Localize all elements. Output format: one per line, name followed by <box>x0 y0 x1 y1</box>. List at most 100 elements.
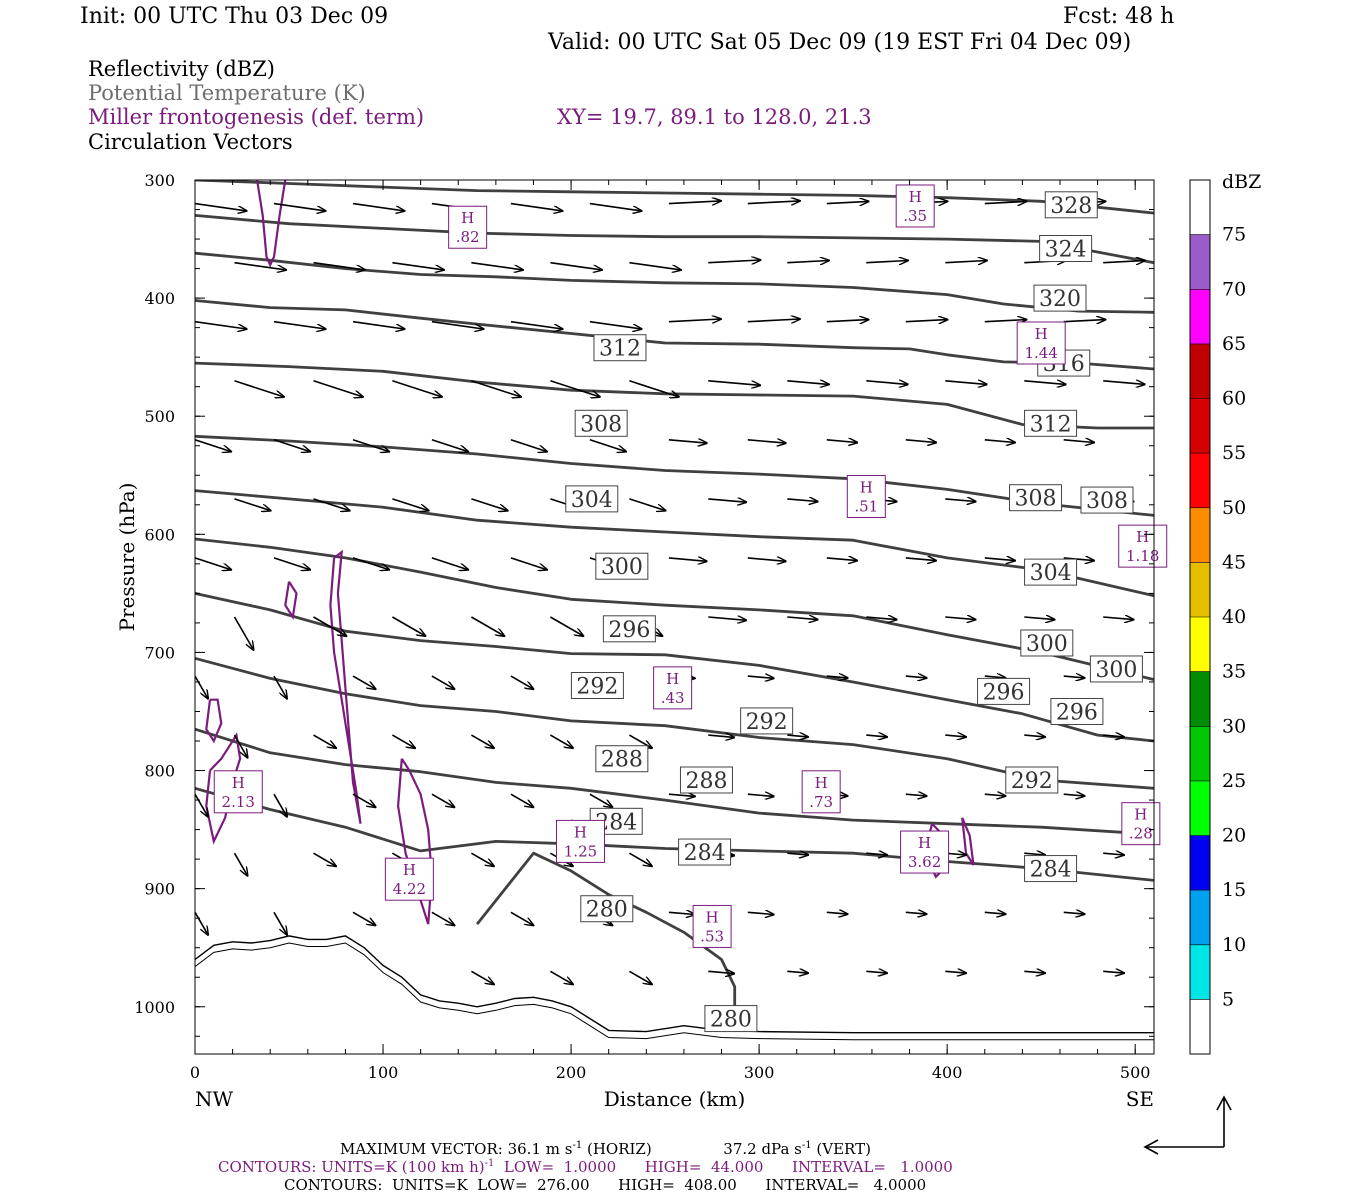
circulation-vector <box>352 202 404 211</box>
circulation-vector <box>510 320 563 329</box>
circulation-vector <box>589 202 642 211</box>
circulation-vector <box>313 734 337 748</box>
y-tick-label: 1000 <box>134 998 175 1017</box>
circulation-vector <box>905 558 936 561</box>
circulation-vector <box>787 617 817 620</box>
y-tick-label: 300 <box>144 171 175 190</box>
svg-text:284: 284 <box>1030 858 1072 883</box>
circulation-vector <box>708 617 746 620</box>
circulation-vector <box>273 793 287 817</box>
circulation-vector <box>470 852 494 866</box>
circulation-vector <box>470 734 494 748</box>
circulation-vector <box>233 852 248 876</box>
terrain-line-lower <box>195 942 1154 1041</box>
y-tick-label: 900 <box>144 880 175 899</box>
fronto-high-marker: H.53 <box>692 904 732 948</box>
circulation-vector <box>1063 676 1085 678</box>
circulation-vector <box>984 794 1006 796</box>
svg-text:.51: .51 <box>854 498 878 516</box>
svg-text:.43: .43 <box>661 689 685 707</box>
circulation-vector <box>1103 617 1133 620</box>
svg-text:300: 300 <box>601 555 643 580</box>
svg-text:H: H <box>706 908 719 926</box>
colorbar-tick-label: 10 <box>1222 934 1246 956</box>
theta-label: 308 <box>1009 484 1063 512</box>
svg-text:.28: .28 <box>1129 825 1153 843</box>
svg-text:324: 324 <box>1045 238 1087 263</box>
circulation-vector <box>628 852 652 866</box>
circulation-vector <box>668 912 695 914</box>
x-tick-label: 0 <box>190 1063 200 1082</box>
circulation-vector <box>273 439 310 452</box>
circulation-vector <box>1063 794 1085 796</box>
theta-label: 300 <box>595 552 649 580</box>
circulation-vector <box>1024 853 1045 855</box>
svg-text:304: 304 <box>571 488 613 513</box>
circulation-vector <box>273 675 287 699</box>
circulation-vector <box>826 558 857 561</box>
theta-label: 288 <box>679 766 733 794</box>
svg-text:312: 312 <box>599 337 641 362</box>
svg-text:H: H <box>815 774 828 792</box>
theta-label: 296 <box>977 677 1031 705</box>
fronto-contour <box>284 581 298 621</box>
circulation-vector <box>352 557 389 570</box>
fronto-high-marker: H1.25 <box>555 819 605 863</box>
circulation-vector <box>510 439 547 452</box>
theta-label: 284 <box>678 838 732 866</box>
circulation-vector <box>550 261 602 270</box>
circulation-vector <box>708 260 760 263</box>
fronto-high-marker: H.82 <box>448 205 488 249</box>
colorbar-title: dBZ <box>1222 171 1261 193</box>
circulation-vector <box>905 794 927 796</box>
circulation-vector <box>984 201 1027 203</box>
circulation-vector <box>708 499 746 502</box>
svg-text:296: 296 <box>1056 700 1098 725</box>
valid-time: Valid: 00 UTC Sat 05 Dec 09 (19 EST Fri … <box>548 30 1132 55</box>
circulation-vector <box>984 912 1006 914</box>
svg-text:H: H <box>666 670 679 688</box>
circulation-vector <box>1024 617 1054 620</box>
circulation-vector <box>352 320 404 329</box>
circulation-vector <box>945 971 966 973</box>
circulation-vector <box>787 499 817 502</box>
colorbar-tick-label: 70 <box>1222 278 1246 300</box>
circulation-vector <box>905 676 927 678</box>
x-tick-label: 200 <box>556 1063 587 1082</box>
circulation-vector <box>392 616 425 636</box>
x-tick-label: 500 <box>1120 1063 1151 1082</box>
circulation-vector <box>549 970 573 984</box>
svg-text:312: 312 <box>1030 412 1072 437</box>
circulation-vector <box>273 911 287 935</box>
circulation-vector <box>668 319 721 322</box>
svg-text:308: 308 <box>580 412 622 437</box>
forecast-hour: Fcst: 48 h <box>1063 4 1175 29</box>
svg-text:308: 308 <box>1086 489 1128 514</box>
circulation-vector <box>431 793 455 807</box>
circulation-vector <box>234 380 284 397</box>
circulation-vector <box>392 498 428 511</box>
theta-label: 280 <box>580 895 634 923</box>
colorbar-tick-label: 5 <box>1222 988 1234 1010</box>
svg-text:296: 296 <box>608 618 650 643</box>
circulation-vector <box>392 261 444 270</box>
fronto-high-marker: H4.22 <box>384 857 434 901</box>
x-axis-left-label: NW <box>195 1087 234 1111</box>
fronto-contour <box>256 180 287 268</box>
theta-contour-284 <box>195 786 1154 882</box>
fronto-contour <box>961 817 975 866</box>
circulation-vector <box>866 735 887 737</box>
circulation-vector <box>1024 735 1045 737</box>
svg-text:H: H <box>909 188 922 206</box>
svg-text:280: 280 <box>710 1008 752 1033</box>
svg-text:H: H <box>860 479 873 497</box>
circulation-vector <box>787 381 829 385</box>
circulation-vector <box>866 971 887 973</box>
circulation-vector <box>352 911 376 925</box>
svg-text:.53: .53 <box>700 927 724 945</box>
circulation-vector <box>510 675 534 689</box>
dbz-colorbar: 5 10 15 20 25 30 35 40 45 50 55 60 65 70 75 dBZ <box>1189 171 1261 1055</box>
circulation-vector <box>273 557 310 570</box>
svg-text:3.62: 3.62 <box>908 853 941 871</box>
circulation-vector <box>589 793 613 807</box>
